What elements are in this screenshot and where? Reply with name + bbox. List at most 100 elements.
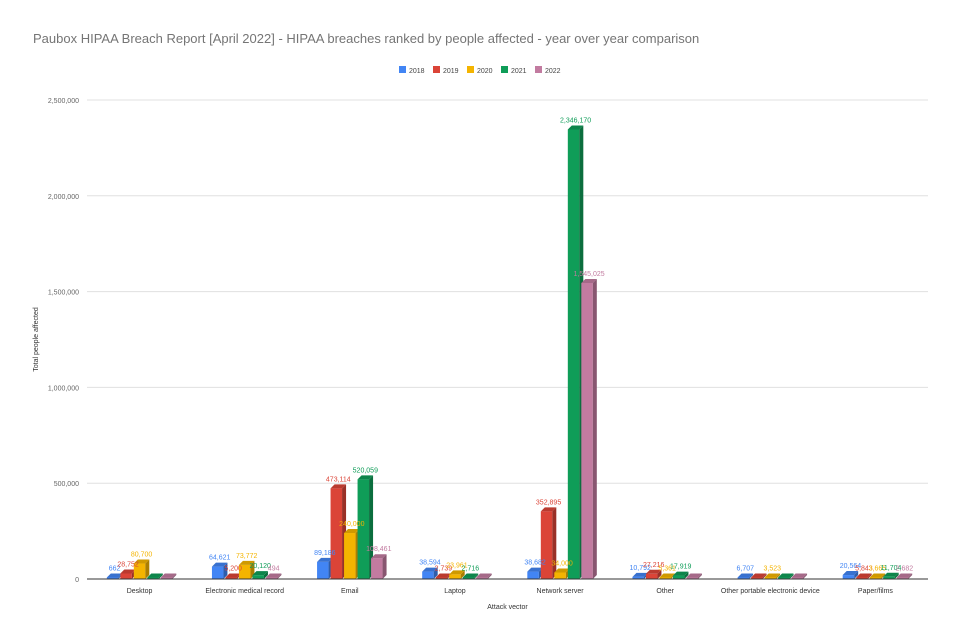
legend-swatch-2021 [501,66,508,73]
bar-2018 [737,573,754,579]
y-tick-label: 1,500,000 [48,290,79,297]
bar-2021 [357,475,374,579]
bar-2018 [106,573,123,579]
bar-2018 [842,571,859,579]
bar-2019 [645,569,662,579]
data-label: 473,114 [326,476,351,483]
x-tick-label: Paper/films [858,588,894,595]
legend-label-2021: 2021 [511,68,527,75]
bar-2022 [896,573,913,579]
bar-2021 [672,571,689,579]
data-label: 28,752 [117,561,139,568]
data-label: 2,682 [896,566,914,573]
data-label: 64,621 [209,555,231,562]
data-label: 17,919 [670,564,692,571]
bar-2021 [883,572,899,579]
bars [106,125,913,580]
gridlines [87,99,928,484]
data-label: 34,000 [551,560,573,567]
bar-2020 [133,559,150,579]
data-label: 240,000 [339,521,364,528]
data-label: 11,704 [880,565,901,572]
bar-2018 [527,567,543,579]
data-label: 20,564 [840,563,862,570]
y-axis-tick-labels: 0 500,000 1,000,000 1,500,000 2,000,000 2,500… [48,98,79,584]
bar-2022 [371,554,387,579]
legend-label-2020: 2020 [477,68,493,75]
x-tick-label: Other portable electronic device [721,588,820,595]
bar-2021 [462,573,479,579]
bar-2019 [435,573,452,579]
data-label: 108,461 [366,546,391,553]
y-tick-label: 2,000,000 [48,194,79,201]
data-label: 23,961 [446,562,468,569]
data-label: 2,739 [435,566,453,573]
x-axis-tick-labels: Desktop Electronic medical record Email Lap… [127,588,894,595]
y-tick-label: 500,000 [54,481,79,488]
data-label: 3,665 [869,566,887,573]
data-label: 89,186 [314,550,336,557]
legend-swatch-2022 [535,66,542,73]
bar-2020 [554,568,570,579]
data-label: 6,707 [737,566,755,573]
legend-swatch-2019 [433,66,440,73]
x-tick-label: Electronic medical record [205,588,284,595]
bar-2019 [330,484,347,579]
data-label: 494 [268,566,280,573]
data-label: 662 [109,566,121,573]
bar-2019 [120,569,136,579]
data-label: 5,361 [658,566,676,573]
data-label: 80,700 [131,552,153,559]
bar-2021 [567,125,584,580]
bar-2019 [225,573,241,579]
bar-2022 [686,573,702,579]
bar-2019 [751,573,767,579]
data-label: 5,843 [855,566,873,573]
bar-2020 [344,529,360,579]
bar-2021 [252,571,268,579]
bar-2018 [632,572,648,579]
legend-label-2018: 2018 [409,68,425,75]
x-axis-title: Attack vector [487,604,528,611]
legend: 2018 2019 2020 2021 2022 [399,66,561,75]
bar-2022 [791,573,808,579]
data-label: 352,895 [536,499,561,506]
data-label: 520,059 [353,467,378,474]
data-label: 3,523 [764,566,782,573]
x-tick-label: Laptop [444,588,466,595]
legend-swatch-2018 [399,66,406,73]
data-label: 38,682 [524,560,546,567]
bar-2021 [778,573,794,579]
x-tick-label: Email [341,588,359,595]
legend-label-2022: 2022 [545,68,561,75]
bar-2020 [764,573,781,579]
bar-2021 [147,573,163,579]
data-label: 20,120 [249,563,271,570]
data-label: 73,772 [236,553,258,560]
chart-title: Paubox HIPAA Breach Report [April 2022] … [33,31,700,46]
data-label: 10,792 [629,565,651,572]
bar-2020 [449,570,465,579]
y-tick-label: 0 [75,577,79,584]
bar-2019 [856,573,872,579]
bar-2018 [422,567,438,579]
bar-2022 [581,278,597,579]
x-tick-label: Network server [537,588,585,595]
data-label: 2,716 [462,566,480,573]
data-label: 5,200 [224,566,242,573]
bar-2018 [211,562,228,579]
x-tick-label: Desktop [127,588,153,595]
y-tick-label: 1,000,000 [48,385,79,392]
bar-2022 [265,573,282,579]
data-label: 27,216 [643,562,665,569]
bar-2022 [160,573,177,579]
bar-2022 [476,573,492,579]
data-label: 38,594 [419,560,441,567]
bar-2020 [659,573,675,579]
data-label: 1,545,025 [573,271,604,278]
bar-2020 [869,573,886,579]
legend-label-2019: 2019 [443,68,459,75]
bar-2019 [540,507,557,579]
